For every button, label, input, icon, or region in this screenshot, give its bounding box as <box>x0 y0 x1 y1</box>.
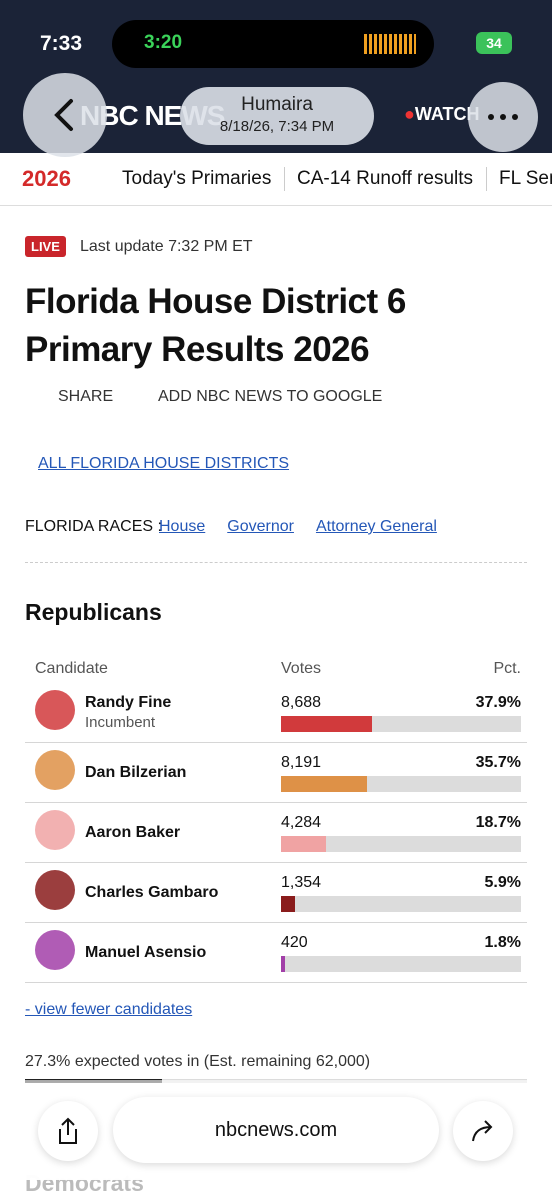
vote-track <box>281 896 521 912</box>
back-link[interactable]: ALL FLORIDA HOUSE DISTRICTS <box>38 455 289 473</box>
candidate-pct: 18.7% <box>475 814 521 831</box>
contact-name: Humaira <box>241 94 313 115</box>
nav-separator <box>284 167 285 191</box>
share-button[interactable]: SHARE <box>58 388 113 406</box>
nav-link[interactable]: FL Senate Pri <box>499 168 552 189</box>
candidate-votes: 420 <box>281 934 308 951</box>
race-link[interactable]: House <box>159 518 206 535</box>
message-timestamp: 8/18/26, 7:34 PM <box>219 118 335 135</box>
add-google-text: ADD NBC NEWS TO GOOGLE <box>158 388 383 405</box>
candidate-name: Charles Gambaro <box>85 884 219 901</box>
nav-link[interactable]: CA-14 Runoff results <box>297 168 474 189</box>
vote-bar <box>281 776 367 792</box>
battery: 34 <box>476 32 512 54</box>
view-fewer-text: - view fewer candidates <box>25 1001 193 1018</box>
candidate-votes: 1,354 <box>281 874 322 891</box>
race-link[interactable]: Attorney General <box>315 518 437 535</box>
live-badge: LIVE <box>25 236 66 257</box>
races-label: FLORIDA RACES : <box>25 518 162 535</box>
last-update: Last update 7:32 PM ET <box>80 238 253 255</box>
url: nbcnews.com <box>214 1119 338 1141</box>
candidate-pct: 37.9% <box>475 694 521 711</box>
candidate-row: Dan Bilzerian 8,191 35.7% <box>25 743 527 803</box>
vote-track <box>281 836 521 852</box>
races-links: House Governor Attorney General <box>159 518 459 536</box>
more-icon <box>488 114 518 120</box>
candidate-name: Dan Bilzerian <box>85 764 187 781</box>
dynamic-island: 3:20 <box>112 20 434 68</box>
col-candidate: Candidate <box>35 660 108 677</box>
vote-bar <box>281 836 326 852</box>
candidate-avatar <box>35 750 75 790</box>
race-link[interactable]: Governor <box>227 518 294 535</box>
forward-button[interactable] <box>453 1101 513 1161</box>
candidate-row: Randy Fine Incumbent 8,688 37.9% <box>25 683 527 743</box>
share-text: SHARE <box>58 388 114 405</box>
candidate-avatar <box>35 930 75 970</box>
watch-text: WATCH <box>414 104 480 124</box>
candidate-name: Aaron Baker <box>85 824 181 841</box>
candidate-avatar <box>35 690 75 730</box>
share-page-button[interactable] <box>38 1101 98 1161</box>
candidate-pct: 5.9% <box>484 874 521 891</box>
watch-link[interactable]: ●WATCH <box>404 104 480 124</box>
nav-logo: 2026 <box>22 166 71 191</box>
page-title: Florida House District 6 Primary Results… <box>25 282 406 369</box>
more-button[interactable] <box>468 82 538 152</box>
vote-bar <box>281 956 286 972</box>
candidate-votes: 8,191 <box>281 754 322 771</box>
back-icon <box>54 99 73 131</box>
candidate-name: Manuel Asensio <box>85 944 207 961</box>
vote-track <box>281 776 521 792</box>
expected-text: expected votes in (Est. remaining 62,000… <box>70 1053 371 1070</box>
back-link-text: ALL FLORIDA HOUSE DISTRICTS <box>38 455 290 472</box>
candidate-row: Charles Gambaro 1,354 5.9% <box>25 863 527 923</box>
candidate-pct: 1.8% <box>484 934 521 951</box>
vote-track <box>281 716 521 732</box>
expected-votes: 27.3% expected votes in (Est. remaining … <box>25 1053 370 1071</box>
col-votes: Votes <box>281 660 322 677</box>
candidate-avatar <box>35 870 75 910</box>
divider <box>25 562 527 563</box>
candidate-name: Randy Fine <box>85 694 172 711</box>
add-google-button[interactable]: ADD NBC NEWS TO GOOGLE <box>158 388 382 406</box>
back-button[interactable] <box>23 73 107 157</box>
vote-bar <box>281 716 372 732</box>
candidate-avatar <box>35 810 75 850</box>
call-time: 3:20 <box>144 32 183 53</box>
election-nav: 2026 Today's Primaries CA-14 Runoff resul… <box>0 153 552 206</box>
vote-track <box>281 956 521 972</box>
safari-toolbar: nbcnews.com <box>0 1080 552 1180</box>
vote-bar <box>281 896 296 912</box>
nav-separator <box>486 167 487 191</box>
candidate-pct: 35.7% <box>475 754 521 771</box>
address-bar[interactable]: nbcnews.com <box>113 1097 439 1163</box>
nav-link[interactable]: Today's Primaries <box>122 168 272 189</box>
candidate-note: Incumbent <box>85 714 156 731</box>
audio-wave <box>364 34 416 54</box>
candidate-row: Aaron Baker 4,284 18.7% <box>25 803 527 863</box>
candidate-votes: 4,284 <box>281 814 322 831</box>
share-icon <box>59 1117 77 1144</box>
party-heading: Republicans <box>25 599 162 625</box>
forward-icon <box>472 1120 493 1142</box>
view-fewer[interactable]: - view fewer candidates <box>25 1001 192 1019</box>
candidate-votes: 8,688 <box>281 694 322 711</box>
col-pct: Pct. <box>493 660 521 677</box>
expected-pct: 27.3% <box>25 1053 71 1070</box>
contact-pill[interactable]: Humaira 8/18/26, 7:34 PM <box>180 87 374 145</box>
candidate-row: Manuel Asensio 420 1.8% <box>25 923 527 983</box>
status-time: 7:33 <box>40 32 83 55</box>
